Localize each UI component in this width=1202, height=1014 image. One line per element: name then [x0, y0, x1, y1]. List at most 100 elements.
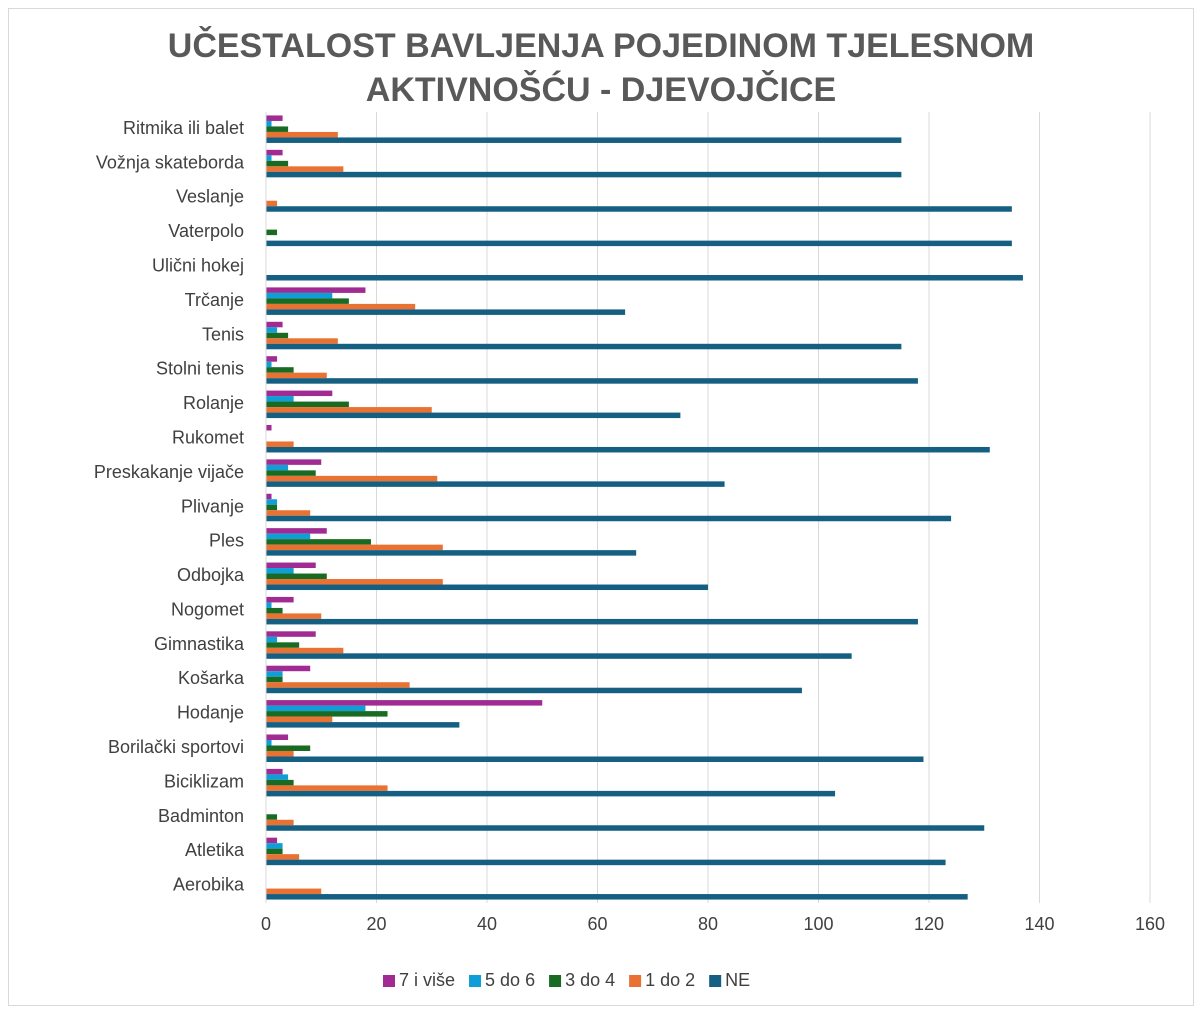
y-tick-label: Gimnastika — [154, 634, 245, 654]
legend-label: 1 do 2 — [645, 970, 695, 990]
bar — [266, 303, 416, 310]
x-tick-label: 160 — [1135, 914, 1165, 934]
x-tick-label: 100 — [803, 914, 833, 934]
bar — [266, 298, 349, 304]
legend-swatch — [383, 975, 395, 987]
bar — [266, 412, 681, 419]
x-tick-label: 120 — [914, 914, 944, 934]
bar — [266, 837, 278, 844]
y-tick-label: Ples — [209, 531, 244, 551]
bar — [266, 309, 626, 315]
legend-label: 7 i više — [399, 970, 455, 990]
bar — [266, 396, 294, 402]
bar — [266, 275, 1023, 281]
bar — [266, 573, 327, 580]
bar — [266, 149, 283, 156]
x-tick-label: 20 — [366, 914, 386, 934]
bar — [266, 848, 283, 855]
y-tick-label: Vaterpolo — [168, 221, 244, 241]
bar — [266, 332, 289, 339]
bar — [266, 544, 443, 551]
y-tick-label: Atletika — [185, 840, 245, 860]
y-tick-label: Stolni tenis — [156, 359, 244, 379]
chart-title: UČESTALOST BAVLJENJA POJEDINOM TJELESNOM… — [167, 27, 1035, 109]
bar — [266, 446, 990, 453]
bar — [266, 504, 278, 511]
bar — [266, 631, 316, 637]
bar — [266, 636, 278, 643]
bar — [266, 739, 272, 746]
bar — [266, 550, 637, 556]
bar — [266, 774, 289, 780]
bar — [266, 745, 311, 751]
bar — [266, 825, 985, 831]
y-tick-label: Rolanje — [183, 393, 244, 413]
bar — [266, 390, 333, 397]
bar — [266, 790, 836, 797]
bar — [266, 287, 366, 293]
legend-label: 5 do 6 — [485, 970, 535, 990]
bar — [266, 539, 371, 545]
bar — [266, 859, 946, 866]
bar — [266, 499, 278, 505]
bar — [266, 343, 902, 350]
y-tick-label: Vožnja skateborda — [96, 152, 245, 172]
bar — [266, 378, 918, 384]
bar — [266, 126, 289, 132]
bar — [266, 647, 344, 654]
y-tick-label: Ritmika ili balet — [123, 118, 244, 138]
bar — [266, 481, 725, 487]
bar — [266, 401, 349, 408]
bar — [266, 653, 852, 659]
bar — [266, 459, 322, 465]
bar — [266, 785, 388, 791]
legend-swatch — [549, 975, 562, 987]
legend-label: 3 do 4 — [565, 970, 615, 990]
y-tick-label: Nogomet — [171, 599, 244, 619]
bar — [266, 602, 272, 608]
bar — [266, 533, 311, 540]
bar — [266, 779, 294, 786]
legend-swatch — [629, 975, 642, 987]
x-tick-label: 80 — [698, 914, 718, 934]
bar — [266, 338, 338, 344]
bar — [266, 722, 460, 728]
bar — [266, 642, 300, 648]
bar — [266, 671, 283, 677]
bar — [266, 515, 952, 522]
x-tick-label: 60 — [587, 914, 607, 934]
legend-swatch — [709, 975, 722, 987]
bar — [266, 292, 333, 299]
bar — [266, 562, 316, 569]
bar — [266, 843, 283, 849]
bar — [266, 137, 902, 143]
bar — [266, 618, 918, 625]
bar — [266, 750, 294, 757]
y-tick-label: Veslanje — [176, 187, 244, 207]
bar — [266, 115, 283, 121]
bar — [266, 464, 289, 471]
bar — [266, 372, 327, 379]
bar — [266, 493, 272, 500]
y-tick-label: Borilački sportovi — [108, 737, 244, 757]
bar — [266, 705, 366, 712]
bar — [266, 894, 968, 900]
bar — [266, 888, 322, 895]
bar — [266, 424, 272, 431]
bar — [266, 687, 802, 694]
y-tick-label: Ulični hokej — [152, 256, 244, 276]
bar — [266, 240, 1012, 247]
y-tick-label: Tenis — [202, 324, 244, 344]
y-tick-label: Rukomet — [172, 427, 244, 447]
legend-swatch — [469, 975, 482, 987]
x-tick-label: 0 — [261, 914, 271, 934]
bar — [266, 676, 283, 683]
bar — [266, 321, 283, 328]
y-tick-label: Preskakanje vijače — [94, 462, 244, 482]
bar — [266, 510, 311, 516]
bar — [266, 120, 272, 127]
y-tick-label: Košarka — [178, 668, 245, 688]
y-tick-label: Biciklizam — [164, 771, 244, 791]
bar — [266, 734, 289, 740]
